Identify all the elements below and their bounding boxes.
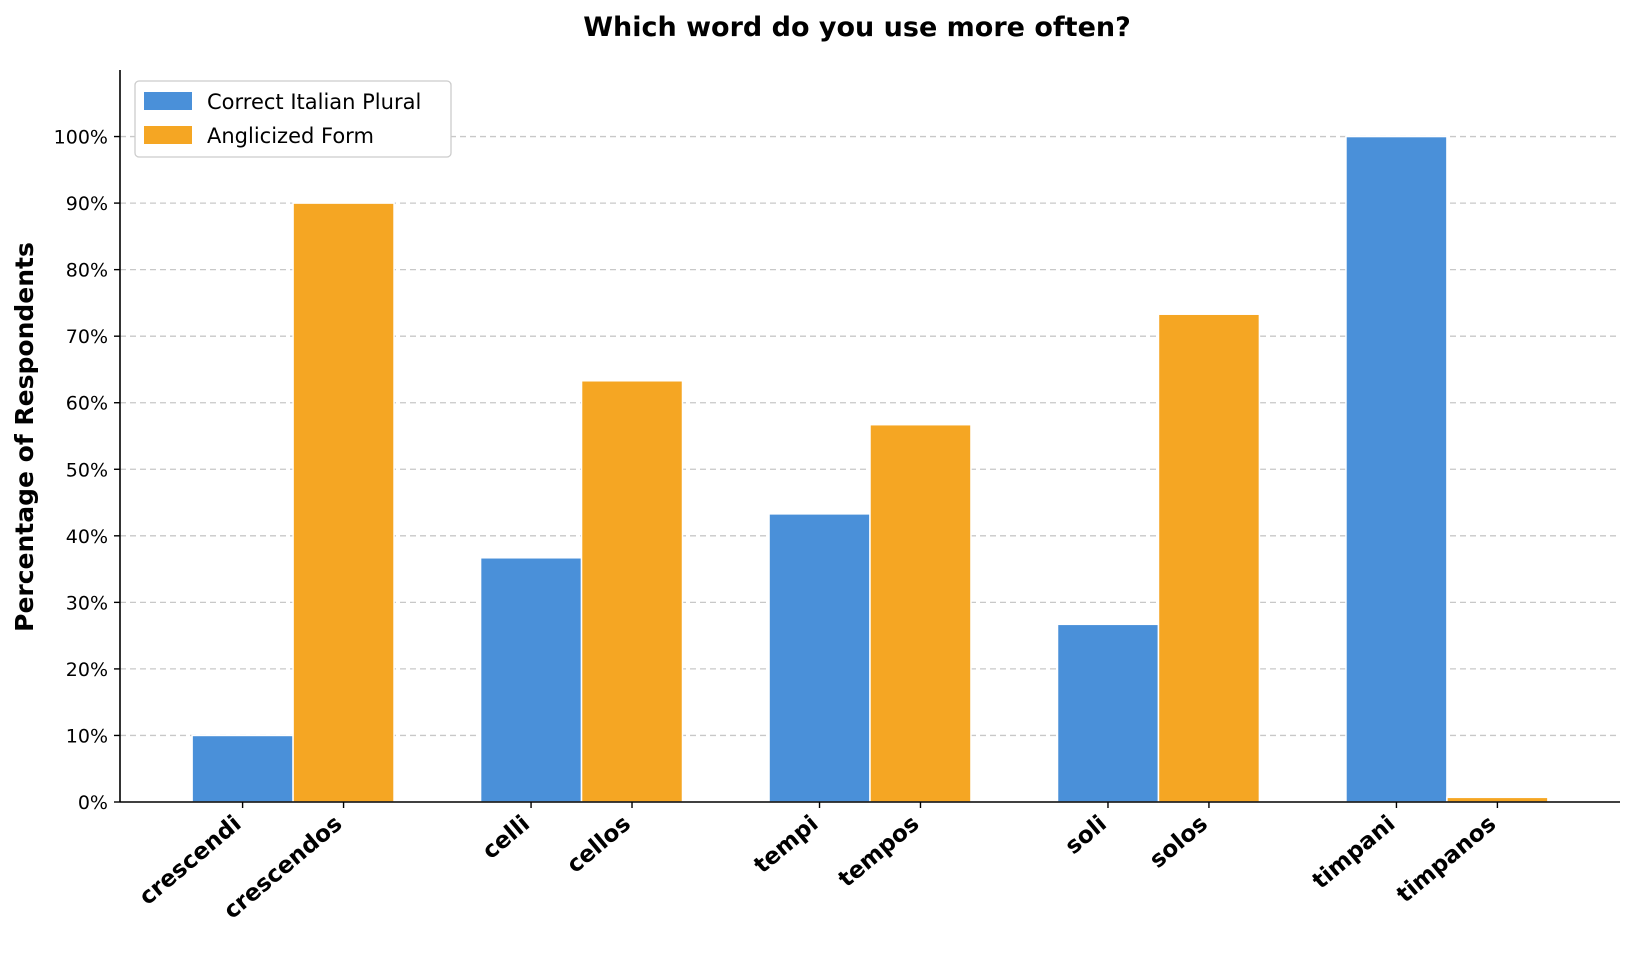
y-tick-label: 90% (66, 193, 108, 215)
bar-anglicized (580, 380, 684, 803)
bar-italian (479, 557, 583, 803)
bar-italian (1345, 135, 1448, 803)
y-axis-label: Percentage of Respondents (10, 242, 39, 632)
y-tick-labels: 0% 10% 20% 30% 40% 50% 60% 70% 80% 90% 100% (54, 127, 108, 814)
legend-swatch (144, 92, 192, 110)
bar-anglicized (1157, 313, 1261, 803)
y-tick-label: 70% (66, 326, 108, 348)
legend-swatch (144, 126, 192, 144)
x-tick-label-anglicized: cellos (562, 811, 636, 879)
legend-label: Anglicized Form (207, 124, 374, 148)
y-tick-label: 20% (66, 659, 108, 681)
bar-italian (191, 734, 294, 803)
y-tick-label: 60% (66, 393, 108, 415)
legend: Correct Italian Plural Anglicized Form (134, 80, 452, 158)
legend-box (134, 80, 452, 158)
chart-title: Which word do you use more often? (583, 12, 1131, 43)
y-tick-label: 10% (66, 725, 108, 747)
y-tick-label: 30% (66, 592, 108, 614)
x-tick-label-italian: celli (478, 811, 535, 865)
bar-anglicized (869, 423, 972, 803)
bar-italian (768, 513, 871, 803)
y-tick-label: 100% (54, 127, 108, 149)
x-tick-label-italian: tempi (749, 811, 823, 879)
legend-label: Correct Italian Plural (207, 90, 421, 114)
bar-anglicized (292, 202, 395, 803)
x-tick-label-italian: soli (1060, 811, 1111, 860)
y-tick-label: 40% (66, 526, 108, 548)
y-tick-label: 80% (66, 260, 108, 282)
y-tick-label: 0% (78, 792, 108, 814)
x-tick-label-italian: timpani (1308, 811, 1401, 895)
x-tick-label-anglicized: timpanos (1392, 811, 1501, 909)
axes (114, 70, 1620, 808)
x-tick-label-anglicized: solos (1145, 811, 1213, 874)
y-tick-label: 50% (66, 459, 108, 481)
x-tick-label-anglicized: tempos (834, 811, 925, 893)
bar-italian (1056, 623, 1160, 803)
